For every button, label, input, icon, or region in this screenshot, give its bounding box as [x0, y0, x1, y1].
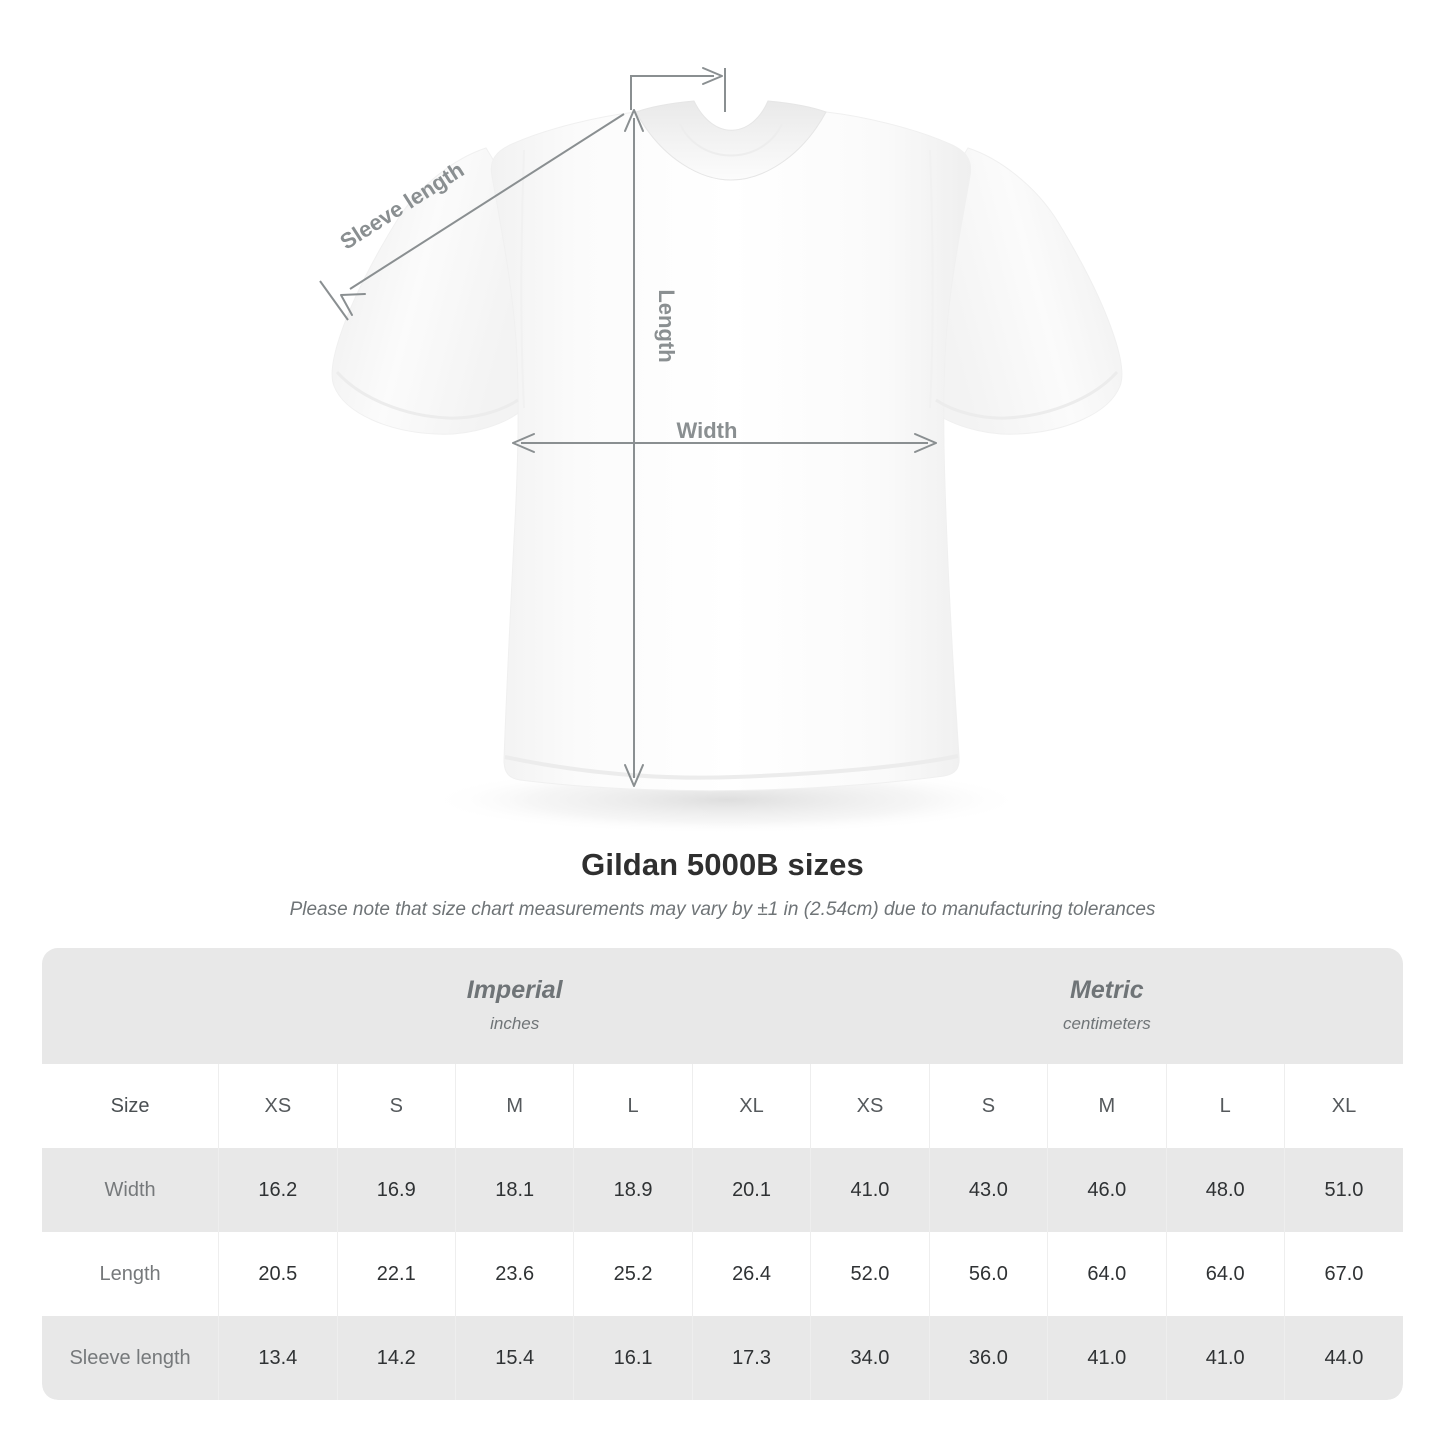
cell-sleeve-metric-xl: 44.0: [1283, 1316, 1403, 1400]
unit-group-metric-name: Metric: [1070, 976, 1144, 1004]
length-arrowhead-top: [624, 109, 644, 132]
cell-width-imperial-m: 18.1: [454, 1148, 574, 1232]
cell-length-imperial-l: 25.2: [573, 1232, 693, 1316]
cell-length-metric-xl: 67.0: [1283, 1232, 1403, 1316]
unit-group-imperial-sub: inches: [490, 1014, 540, 1033]
left-sleeve: [331, 147, 525, 435]
cell-sleeve-imperial-s: 14.2: [336, 1316, 456, 1400]
size-col-imperial-m: M: [454, 1064, 574, 1148]
row-label-width: Width: [42, 1148, 219, 1232]
tolerance-note: Please note that size chart measurements…: [289, 899, 1156, 920]
bottom-hem: [504, 754, 959, 780]
size-col-imperial-xs: XS: [218, 1064, 338, 1148]
corner-label-size: Size: [42, 1064, 219, 1148]
collar: [635, 100, 827, 181]
size-col-metric-xl: XL: [1283, 1064, 1403, 1148]
size-col-imperial-l: L: [573, 1064, 693, 1148]
cell-sleeve-metric-s: 36.0: [928, 1316, 1048, 1400]
cell-length-metric-s: 56.0: [928, 1232, 1048, 1316]
length-arrowhead-bottom: [624, 764, 644, 787]
cell-length-metric-l: 64.0: [1165, 1232, 1285, 1316]
right-shoulder-seam: [929, 149, 934, 409]
table-row: Sleeve length 13.4 14.2 15.4 16.1 17.3 3…: [42, 1316, 1403, 1400]
row-label-sleeve-length: Sleeve length: [42, 1316, 219, 1400]
row-label-length: Length: [42, 1232, 219, 1316]
tshirt-illustration: Width Length Sleeve length: [319, 67, 1123, 834]
cell-width-metric-xl: 51.0: [1283, 1148, 1403, 1232]
cell-sleeve-metric-xs: 34.0: [810, 1316, 930, 1400]
cell-width-metric-l: 48.0: [1165, 1148, 1285, 1232]
size-col-imperial-s: S: [336, 1064, 456, 1148]
cell-width-imperial-xs: 16.2: [218, 1148, 338, 1232]
unit-group-imperial-name: Imperial: [466, 976, 563, 1004]
cell-length-imperial-xl: 26.4: [691, 1232, 811, 1316]
tshirt-diagram: Width Length Sleeve length: [319, 67, 1123, 834]
right-sleeve-cuff: [935, 371, 1119, 420]
cell-sleeve-imperial-l: 16.1: [573, 1316, 693, 1400]
unit-group-metric-sub: centimeters: [1062, 1014, 1151, 1033]
title-block: Gildan 5000B sizes Please note that size…: [0, 845, 1445, 925]
unit-group-imperial: Imperial inches: [218, 948, 811, 1064]
sleeve-end-tick: [319, 280, 349, 321]
cell-width-imperial-l: 18.9: [573, 1148, 693, 1232]
size-col-metric-l: L: [1165, 1064, 1285, 1148]
size-col-metric-m: M: [1047, 1064, 1167, 1148]
cell-sleeve-metric-l: 41.0: [1165, 1316, 1285, 1400]
sleeve-guide-line: [349, 113, 625, 290]
size-chart-table: Imperial inches Metric centimeters Size …: [42, 948, 1403, 1400]
left-sleeve-cuff: [335, 371, 519, 420]
cell-width-metric-m: 46.0: [1047, 1148, 1167, 1232]
right-sleeve: [929, 147, 1123, 435]
cell-length-imperial-m: 23.6: [454, 1232, 574, 1316]
cell-sleeve-imperial-xl: 17.3: [691, 1316, 811, 1400]
table-row: Width 16.2 16.9 18.1 18.9 20.1 41.0 43.0…: [42, 1148, 1403, 1232]
length-label: Length: [654, 289, 679, 362]
cell-width-metric-s: 43.0: [928, 1148, 1048, 1232]
size-col-imperial-xl: XL: [691, 1064, 811, 1148]
shirt-body: [490, 111, 972, 792]
unit-band-spacer: [42, 948, 219, 1064]
width-arrowhead-left: [512, 433, 535, 453]
size-header-row: Size XS S M L XL XS S M L XL: [42, 1064, 1403, 1148]
cell-sleeve-imperial-xs: 13.4: [218, 1316, 338, 1400]
width-label: Width: [677, 418, 738, 443]
cell-width-imperial-s: 16.9: [336, 1148, 456, 1232]
unit-group-metric: Metric centimeters: [810, 948, 1403, 1064]
table-row: Length 20.5 22.1 23.6 25.2 26.4 52.0 56.…: [42, 1232, 1403, 1316]
cell-length-metric-m: 64.0: [1047, 1232, 1167, 1316]
measurement-guides: [319, 67, 937, 787]
size-col-metric-s: S: [928, 1064, 1048, 1148]
sleeve-arrowhead: [340, 293, 366, 316]
cell-width-imperial-xl: 20.1: [691, 1148, 811, 1232]
cell-length-imperial-xs: 20.5: [218, 1232, 338, 1316]
cell-width-metric-xs: 41.0: [810, 1148, 930, 1232]
left-shoulder-seam: [520, 149, 525, 409]
cell-length-imperial-s: 22.1: [336, 1232, 456, 1316]
width-arrowhead-right: [914, 433, 937, 453]
cell-length-metric-xs: 52.0: [810, 1232, 930, 1316]
shoulder-guide-line: [630, 75, 714, 110]
cell-sleeve-metric-m: 41.0: [1047, 1316, 1167, 1400]
page-title: Gildan 5000B sizes: [581, 847, 864, 882]
cell-sleeve-imperial-m: 15.4: [454, 1316, 574, 1400]
collar-inner-seam: [679, 123, 783, 157]
shoulder-arrowhead: [702, 67, 723, 85]
size-col-metric-xs: XS: [810, 1064, 930, 1148]
unit-group-row: Imperial inches Metric centimeters: [42, 948, 1403, 1064]
